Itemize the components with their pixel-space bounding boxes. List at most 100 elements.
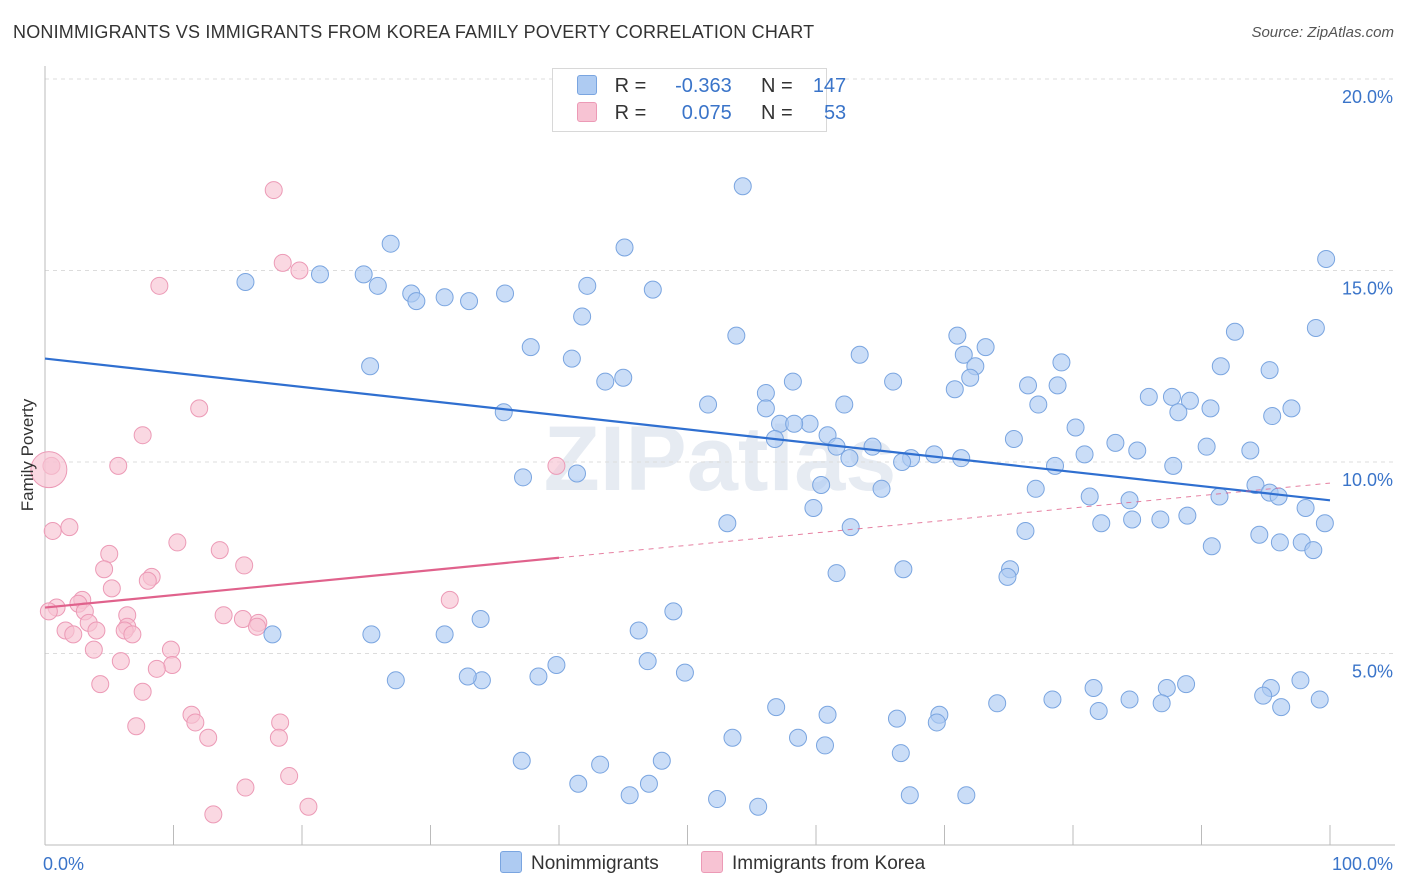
korea-point <box>214 606 233 625</box>
korea-point <box>273 253 292 272</box>
nonimmigrant-point <box>954 345 973 364</box>
nonimmigrant-point <box>620 786 639 805</box>
nonimmigrant-point <box>1026 479 1045 498</box>
legend-n-label: N = <box>760 102 793 124</box>
nonimmigrant-point <box>1151 510 1170 529</box>
korea-point <box>91 675 110 694</box>
korea-point <box>127 717 146 736</box>
nonimmigrant-point <box>1270 533 1289 552</box>
nonimmigrant-point <box>1052 353 1071 372</box>
nonimmigrant-point <box>435 625 454 644</box>
bottom-legend-korea: Immigrants from Korea <box>701 851 925 875</box>
nonimmigrant-point <box>699 395 718 414</box>
nonimmigrant-trend-line <box>44 357 1331 502</box>
nonimmigrant-point <box>893 453 912 471</box>
nonimmigrant-point <box>804 498 823 517</box>
nonimmigrant-point <box>1157 678 1176 697</box>
nonimmigrant-point <box>767 698 786 717</box>
nonimmigrant-point <box>1152 694 1171 713</box>
nonimmigrant-point <box>827 564 846 583</box>
korea-point <box>248 617 267 636</box>
korea-point <box>199 728 218 747</box>
nonimmigrant-point <box>573 307 592 326</box>
korea-point <box>111 652 130 671</box>
nonimmigrant-point <box>458 667 477 686</box>
nonimmigrant-point <box>1004 430 1023 449</box>
nonimmigrant-point <box>976 338 995 357</box>
legend-r-label: R = <box>614 75 647 97</box>
korea-point <box>39 602 58 621</box>
y-tick-label: 10.0% <box>1342 470 1393 490</box>
nonimmigrant-point <box>718 514 737 533</box>
korea-point <box>271 713 290 732</box>
nonimmigrant-point <box>840 449 859 468</box>
legend-swatch-pink <box>577 102 597 122</box>
nonimmigrant-point <box>884 372 903 391</box>
nonimmigrant-point <box>386 671 405 690</box>
nonimmigrant-point <box>1169 403 1188 422</box>
nonimmigrant-point <box>756 384 775 403</box>
legend-swatch-blue <box>500 851 522 873</box>
nonimmigrant-point <box>783 372 802 391</box>
nonimmigrant-point <box>562 349 581 368</box>
korea-point <box>264 181 283 200</box>
nonimmigrant-point <box>596 372 615 391</box>
nonimmigrant-point <box>1120 491 1139 510</box>
korea-point <box>102 579 121 598</box>
nonimmigrant-point <box>1120 690 1139 709</box>
nonimmigrant-point <box>1197 437 1216 456</box>
nonimmigrant-point <box>567 464 586 483</box>
bottom-legend-nonimmigrants: Nonimmigrants <box>500 851 659 875</box>
nonimmigrant-point <box>998 567 1017 586</box>
korea-trend-line <box>44 556 560 609</box>
korea-point <box>150 276 169 295</box>
nonimmigrant-point <box>1019 376 1038 395</box>
nonimmigrant-point <box>629 621 648 640</box>
nonimmigrant-point <box>1296 498 1315 517</box>
nonimmigrant-point <box>887 709 906 728</box>
nonimmigrant-point <box>1178 506 1197 525</box>
y-tick-label: 20.0% <box>1342 87 1393 107</box>
nonimmigrant-point <box>1075 445 1094 464</box>
legend-label: Nonimmigrants <box>531 853 659 874</box>
korea-point <box>204 805 223 824</box>
legend-row-korea: R = 0.075 N = 53 <box>577 102 846 126</box>
korea-point <box>147 659 166 678</box>
korea-point <box>43 521 62 540</box>
korea-point <box>123 625 142 644</box>
korea-point <box>109 456 128 475</box>
nonimmigrant-point <box>407 292 426 311</box>
y-tick-label: 15.0% <box>1342 279 1393 299</box>
nonimmigrant-point <box>1282 399 1301 418</box>
nonimmigrant-point <box>872 479 891 498</box>
nonimmigrant-point <box>1291 671 1310 690</box>
nonimmigrant-point <box>496 284 515 303</box>
nonimmigrant-point <box>435 288 454 307</box>
nonimmigrant-point <box>1046 456 1065 475</box>
korea-point <box>186 713 205 732</box>
nonimmigrant-point <box>643 280 662 299</box>
nonimmigrant-point <box>818 705 837 724</box>
nonimmigrant-point <box>1092 514 1111 533</box>
legend-r-label: R = <box>614 102 647 124</box>
nonimmigrant-point <box>614 368 633 387</box>
nonimmigrant-point <box>733 177 752 196</box>
nonimmigrant-point <box>835 395 854 414</box>
nonimmigrant-point <box>569 774 588 793</box>
korea-point <box>210 541 229 560</box>
nonimmigrant-point <box>381 234 400 253</box>
korea-point <box>235 556 254 575</box>
nonimmigrant-point <box>961 368 980 387</box>
chart-title: NONIMMIGRANTS VS IMMIGRANTS FROM KOREA F… <box>13 22 815 42</box>
nonimmigrant-point <box>639 774 658 793</box>
nonimmigrant-point <box>1164 456 1183 475</box>
nonimmigrant-point <box>988 694 1007 713</box>
nonimmigrant-point <box>1211 357 1230 376</box>
nonimmigrant-point <box>815 736 834 755</box>
nonimmigrant-point <box>708 790 727 809</box>
nonimmigrant-point <box>1269 487 1288 506</box>
nonimmigrant-point <box>1202 537 1221 556</box>
nonimmigrant-point <box>1201 399 1220 418</box>
nonimmigrant-point <box>236 272 255 291</box>
nonimmigrant-point <box>1254 686 1273 705</box>
